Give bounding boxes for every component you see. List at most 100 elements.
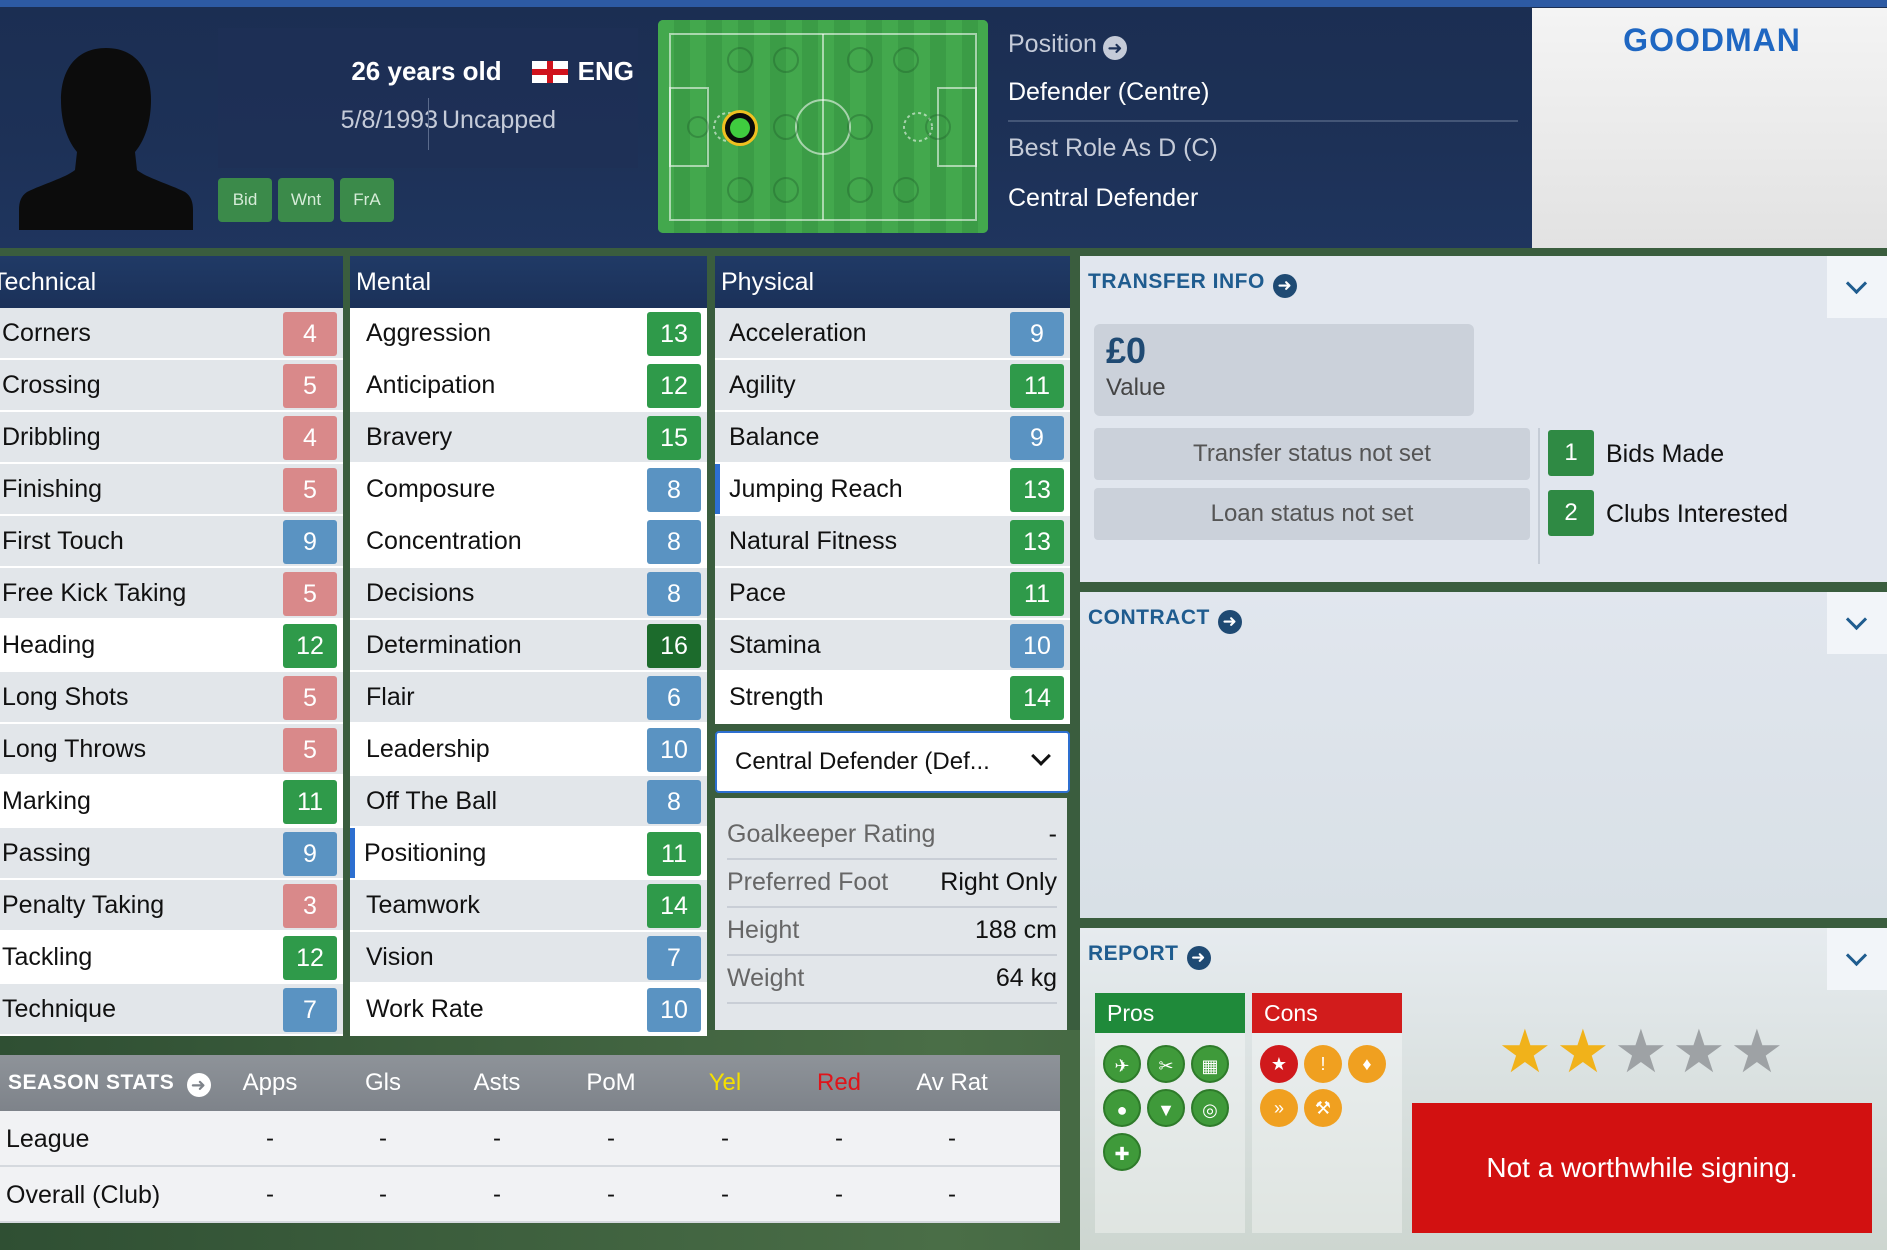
best-role-value: Central Defender [1008, 184, 1199, 212]
attribute-row[interactable]: Jumping Reach 13 [715, 464, 1070, 516]
tag-free-agent[interactable]: FrA [340, 178, 394, 222]
attribute-row[interactable]: Determination 16 [350, 620, 707, 672]
attribute-value: 11 [283, 780, 337, 824]
wrench-icon[interactable]: ⚒ [1304, 1089, 1342, 1127]
season-stats-link[interactable]: SEASON STATS ➜ [8, 1055, 211, 1111]
position-pitch[interactable] [658, 20, 988, 233]
attribute-row[interactable]: Acceleration 9 [715, 308, 1070, 360]
attribute-row[interactable]: Leadership 10 [350, 724, 707, 776]
attribute-row[interactable]: Long Throws 5 [0, 724, 343, 776]
attribute-row[interactable]: Positioning 11 [350, 828, 707, 880]
season-cell: - [379, 1125, 387, 1152]
value-box: £0 Value [1094, 324, 1474, 416]
attribute-row[interactable]: Dribbling 4 [0, 412, 343, 464]
star-icon[interactable]: ★ [1260, 1045, 1298, 1083]
attribute-row[interactable]: Composure 8 [350, 464, 707, 516]
season-column-header[interactable]: Yel [708, 1069, 742, 1096]
attribute-row[interactable]: Aggression 13 [350, 308, 707, 360]
report-collapse-chevron[interactable] [1827, 928, 1887, 990]
pros-header: Pros [1095, 993, 1245, 1033]
season-cell: - [493, 1125, 501, 1152]
mental-attributes: Mental Aggression 13 Anticipation 12 Bravery… [350, 256, 707, 1036]
transfer-info-link[interactable]: TRANSFER INFO ➜ [1088, 270, 1297, 298]
attribute-row[interactable]: Flair 6 [350, 672, 707, 724]
attribute-row[interactable]: Crossing 5 [0, 360, 343, 412]
contract-collapse-chevron[interactable] [1827, 592, 1887, 654]
position-divider [1008, 120, 1518, 122]
position-link[interactable]: Position ➜ [1008, 30, 1127, 60]
attribute-row[interactable]: First Touch 9 [0, 516, 343, 568]
season-column-header[interactable]: Asts [473, 1069, 521, 1096]
attribute-label: Marking [2, 787, 91, 815]
attribute-row[interactable]: Vision 7 [350, 932, 707, 984]
tackle-icon[interactable]: ✂ [1147, 1045, 1185, 1083]
season-stats-header: SEASON STATS ➜ Apps Gls Asts PoM Yel Red Av Ra… [0, 1055, 1060, 1111]
star-empty-icon: ★ [1614, 1018, 1670, 1085]
season-row[interactable]: League - - - - - - - [0, 1111, 1060, 1167]
tag-wanted[interactable]: Wnt [278, 178, 334, 222]
dribble-icon[interactable]: » [1260, 1089, 1298, 1127]
selected-marker [350, 828, 355, 878]
attribute-row[interactable]: Finishing 5 [0, 464, 343, 516]
season-column-header[interactable]: Av Rat [916, 1069, 988, 1096]
attribute-row[interactable]: Marking 11 [0, 776, 343, 828]
attribute-value: 12 [283, 936, 337, 980]
attribute-row[interactable]: Bravery 15 [350, 412, 707, 464]
date-of-birth: 5/8/1993 [340, 106, 438, 134]
attribute-row[interactable]: Concentration 8 [350, 516, 707, 568]
attribute-value: 3 [283, 884, 337, 928]
season-row[interactable]: Overall (Club) - - - - - - - [0, 1167, 1060, 1223]
season-row-label: Overall (Club) [6, 1181, 161, 1209]
role-select-dropdown[interactable]: Central Defender (Def... [715, 731, 1070, 793]
attribute-row[interactable]: Decisions 8 [350, 568, 707, 620]
attribute-row[interactable]: Anticipation 12 [350, 360, 707, 412]
attribute-row[interactable]: Heading 12 [0, 620, 343, 672]
attribute-row[interactable]: Natural Fitness 13 [715, 516, 1070, 568]
head-icon[interactable]: ● [1103, 1089, 1141, 1127]
attribute-row[interactable]: Teamwork 14 [350, 880, 707, 932]
transfer-collapse-chevron[interactable] [1827, 256, 1887, 318]
target-icon[interactable]: ◎ [1191, 1089, 1229, 1127]
transfer-status-button[interactable]: Transfer status not set [1094, 428, 1530, 480]
attribute-row[interactable]: Technique 7 [0, 984, 343, 1036]
attribute-row[interactable]: Off The Ball 8 [350, 776, 707, 828]
attribute-row[interactable]: Long Shots 5 [0, 672, 343, 724]
season-column-header[interactable]: PoM [586, 1069, 636, 1096]
attribute-label: Concentration [366, 527, 522, 555]
attribute-row[interactable]: Penalty Taking 3 [0, 880, 343, 932]
shield-icon[interactable]: ▼ [1147, 1089, 1185, 1127]
foot-icon[interactable]: ♦ [1348, 1045, 1386, 1083]
season-column-header[interactable]: Gls [365, 1069, 401, 1096]
attribute-row[interactable]: Corners 4 [0, 308, 343, 360]
tag-bid[interactable]: Bid [218, 178, 272, 222]
transfer-divider [1538, 428, 1540, 564]
attribute-row[interactable]: Agility 11 [715, 360, 1070, 412]
attribute-value: 4 [283, 416, 337, 460]
loan-status-button[interactable]: Loan status not set [1094, 488, 1530, 540]
attribute-row[interactable]: Stamina 10 [715, 620, 1070, 672]
technical-attributes: Technical Corners 4 Crossing 5 Dribbling 4 Fin… [0, 256, 343, 1036]
attribute-row[interactable]: Work Rate 10 [350, 984, 707, 1036]
report-title: REPORT [1088, 942, 1179, 965]
age-nationality: 26 years old ENG [268, 56, 634, 87]
report-link[interactable]: REPORT ➜ [1088, 942, 1211, 970]
attribute-row[interactable]: Passing 9 [0, 828, 343, 880]
aerial-icon[interactable]: ✈ [1103, 1045, 1141, 1083]
attribute-row[interactable]: Tackling 12 [0, 932, 343, 984]
alert-ball-icon[interactable]: ! [1304, 1045, 1342, 1083]
contract-link[interactable]: CONTRACT ➜ [1088, 606, 1242, 634]
attribute-row[interactable]: Pace 11 [715, 568, 1070, 620]
attribute-row[interactable]: Strength 14 [715, 672, 1070, 724]
attribute-value: 11 [1010, 572, 1064, 616]
season-column-header[interactable]: Red [816, 1069, 862, 1096]
attribute-row[interactable]: Balance 9 [715, 412, 1070, 464]
season-column-header[interactable]: Apps [242, 1069, 298, 1096]
attribute-label: Agility [729, 371, 796, 399]
bandage-icon[interactable]: ✚ [1103, 1133, 1141, 1171]
attribute-row[interactable]: Free Kick Taking 5 [0, 568, 343, 620]
tactics-board-icon[interactable]: ▦ [1191, 1045, 1229, 1083]
contract-panel: CONTRACT ➜ [1080, 592, 1887, 918]
player-avatar [19, 48, 193, 230]
attribute-label: Technique [2, 995, 116, 1023]
info-label: Preferred Foot [727, 868, 889, 896]
